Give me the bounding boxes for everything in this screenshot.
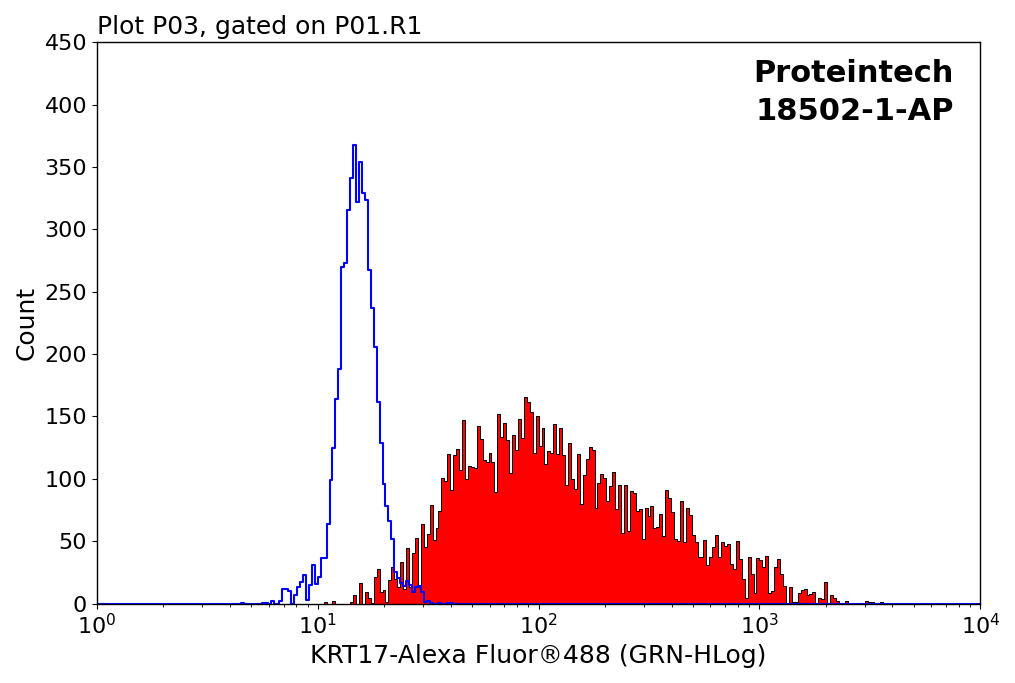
Text: Proteintech
18502-1-AP: Proteintech 18502-1-AP [753,59,954,126]
Y-axis label: Count: Count [15,286,39,360]
Text: Plot P03, gated on P01.R1: Plot P03, gated on P01.R1 [96,15,422,39]
X-axis label: KRT17-Alexa Fluor®488 (GRN-HLog): KRT17-Alexa Fluor®488 (GRN-HLog) [311,644,766,668]
